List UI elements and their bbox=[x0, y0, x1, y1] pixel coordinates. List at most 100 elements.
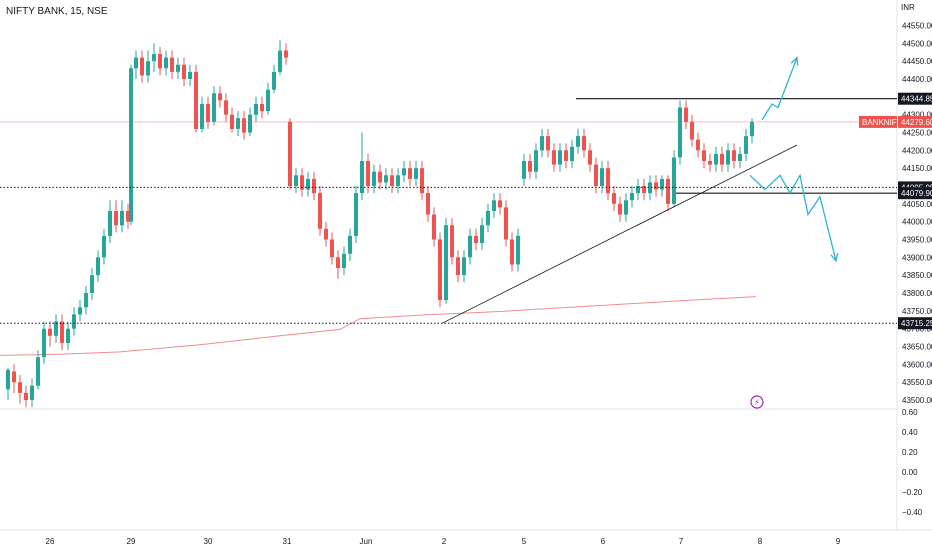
candle-body bbox=[260, 104, 264, 112]
candle-body bbox=[708, 161, 712, 165]
candle-body bbox=[660, 178, 664, 190]
candle-body bbox=[468, 235, 472, 258]
candle-body bbox=[272, 71, 276, 90]
indicator-tick-label: −0.40 bbox=[902, 508, 923, 517]
candle-body bbox=[54, 321, 58, 336]
candles-layer bbox=[6, 39, 754, 408]
time-tick-label: 2 bbox=[442, 537, 447, 546]
chart-title: NIFTY BANK, 15, NSE bbox=[6, 6, 108, 17]
candle-body bbox=[12, 371, 16, 383]
candle-body bbox=[480, 225, 484, 243]
candle-body bbox=[576, 136, 580, 147]
price-axis[interactable]: 44550.0044500.0044450.0044400.0044350.00… bbox=[859, 22, 932, 406]
candle-body bbox=[42, 328, 46, 358]
candle-body bbox=[396, 175, 400, 186]
candle-body bbox=[284, 50, 288, 58]
candle-body bbox=[24, 392, 28, 400]
indicator-badge[interactable]: ⚡ bbox=[750, 395, 764, 409]
candle-body bbox=[294, 175, 298, 186]
candle-body bbox=[504, 207, 508, 240]
candle-body bbox=[114, 211, 118, 226]
candle-body bbox=[678, 107, 682, 158]
candle-body bbox=[140, 57, 144, 76]
level-tag bbox=[898, 92, 932, 105]
candle-body bbox=[60, 321, 64, 343]
candle-body bbox=[48, 328, 52, 336]
time-tick-label: 5 bbox=[522, 537, 527, 546]
candle-body bbox=[408, 168, 412, 179]
candle-body bbox=[200, 104, 204, 129]
candle-body bbox=[84, 293, 88, 308]
badge-circle bbox=[750, 395, 764, 409]
levels-layer bbox=[0, 98, 897, 324]
candle-body bbox=[444, 225, 448, 301]
level-tag-label: 44079.90 bbox=[901, 189, 932, 198]
symbol-tag-label: BANKNIFTY bbox=[862, 118, 908, 127]
candle-body bbox=[438, 239, 442, 301]
price-tick-label: 43750.00 bbox=[902, 307, 932, 316]
candle-body bbox=[384, 175, 388, 183]
candle-body bbox=[254, 104, 258, 115]
candle-body bbox=[558, 150, 562, 165]
candle-body bbox=[582, 136, 586, 151]
candle-body bbox=[306, 178, 310, 190]
candle-body bbox=[702, 150, 706, 161]
candle-body bbox=[474, 235, 478, 243]
candle-body bbox=[414, 168, 418, 179]
time-tick-label: 7 bbox=[679, 537, 684, 546]
price-tick-label: 43600.00 bbox=[902, 360, 932, 369]
price-tick-label: 43500.00 bbox=[902, 396, 932, 405]
trendline bbox=[441, 144, 798, 324]
projection-down-arrow bbox=[749, 173, 837, 262]
candle-body bbox=[278, 50, 282, 72]
indicator-axis[interactable]: 0.60 0.40 0.20 0.00 −0.20 −0.40 bbox=[902, 408, 923, 517]
projection-down-arrow-head bbox=[830, 252, 839, 263]
candle-body bbox=[654, 182, 658, 190]
candle-body bbox=[324, 228, 328, 240]
candle-body bbox=[78, 307, 82, 315]
candle-body bbox=[420, 168, 424, 194]
candle-body bbox=[182, 64, 186, 79]
price-tick-label: 44250.00 bbox=[902, 129, 932, 138]
candle-body bbox=[248, 114, 252, 133]
time-tick-label: 8 bbox=[758, 537, 763, 546]
candle-body bbox=[176, 64, 180, 72]
indicator-tick-label: 0.20 bbox=[902, 448, 918, 457]
candle-body bbox=[90, 275, 94, 293]
time-tick-label: 6 bbox=[601, 537, 606, 546]
price-tick-label: 43550.00 bbox=[902, 378, 932, 387]
candle-body bbox=[164, 57, 168, 69]
candle-body bbox=[714, 153, 718, 165]
candle-body bbox=[212, 93, 216, 122]
candle-body bbox=[450, 225, 454, 258]
time-tick-label: 30 bbox=[204, 537, 213, 546]
candle-body bbox=[170, 57, 174, 72]
last-price-tag-label: 44279.60 bbox=[901, 118, 932, 127]
indicator-tick-label: 0.60 bbox=[902, 408, 918, 417]
candle-body bbox=[312, 178, 316, 194]
candle-body bbox=[194, 71, 198, 129]
candle-body bbox=[666, 178, 670, 204]
candle-body bbox=[218, 93, 222, 101]
candle-body bbox=[236, 118, 240, 129]
candle-body bbox=[534, 150, 538, 172]
candle-body bbox=[126, 211, 130, 222]
candle-body bbox=[152, 54, 156, 62]
candle-body bbox=[336, 257, 340, 268]
candle-body bbox=[120, 211, 124, 226]
price-tick-label: 44300.00 bbox=[902, 111, 932, 120]
candle-body bbox=[462, 257, 466, 276]
candle-body bbox=[588, 150, 592, 165]
candle-body bbox=[684, 107, 688, 122]
candle-body bbox=[528, 161, 532, 172]
price-tick-label: 44150.00 bbox=[902, 164, 932, 173]
candle-body bbox=[624, 200, 628, 215]
candle-body bbox=[146, 61, 150, 76]
candle-body bbox=[570, 146, 574, 162]
price-tick-label: 43900.00 bbox=[902, 253, 932, 262]
time-tick-label: Jun bbox=[360, 537, 373, 546]
candle-body bbox=[522, 161, 526, 179]
candle-body bbox=[36, 357, 40, 386]
time-axis[interactable]: 26 29 30 31 Jun 2 5 6 7 8 9 bbox=[46, 537, 841, 546]
